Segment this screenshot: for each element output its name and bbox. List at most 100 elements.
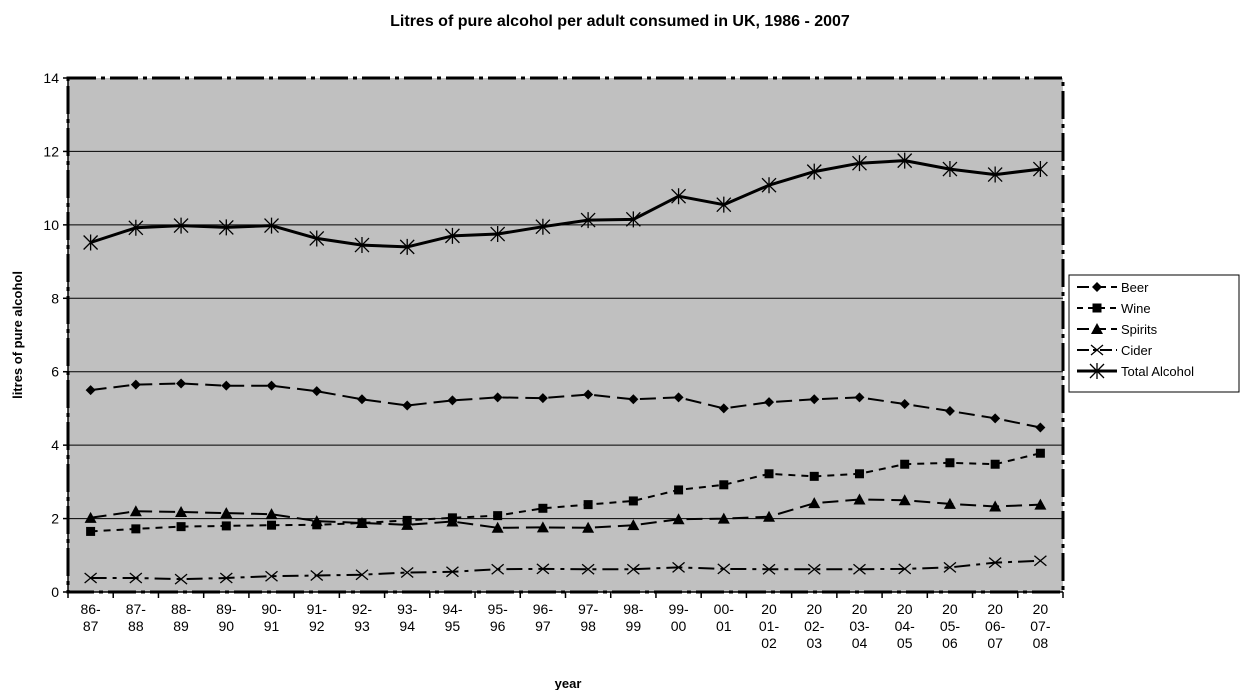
data-point-wine bbox=[267, 520, 277, 530]
data-point-total-alcohol bbox=[625, 211, 641, 228]
data-point-beer bbox=[899, 399, 910, 410]
data-point-total-alcohol bbox=[399, 238, 415, 255]
data-point-total-alcohol bbox=[218, 219, 234, 236]
data-point-cider bbox=[717, 563, 731, 575]
data-point-spirits bbox=[220, 507, 233, 519]
x-tick-label: 94-95 bbox=[442, 601, 463, 634]
data-point-cider bbox=[762, 563, 776, 575]
x-tick-label-line: 20 bbox=[1033, 601, 1049, 617]
data-point-wine bbox=[86, 526, 96, 536]
data-point-beer bbox=[492, 392, 503, 403]
x-tick-label-line: 88- bbox=[171, 601, 192, 617]
x-tick-label-line: 20 bbox=[761, 601, 777, 617]
plot-background bbox=[68, 78, 1063, 592]
x-tick-label-line: 04- bbox=[895, 618, 916, 634]
data-point-wine bbox=[854, 469, 864, 479]
x-tick-label: 93-94 bbox=[397, 601, 418, 634]
x-tick-label-line: 97- bbox=[578, 601, 599, 617]
x-tick-label-line: 01- bbox=[759, 618, 780, 634]
data-point-spirits bbox=[1034, 498, 1047, 510]
data-point-spirits bbox=[175, 505, 188, 517]
x-tick-label: 20 05-06 bbox=[940, 601, 961, 651]
legend-marker-total-alcohol bbox=[1089, 363, 1105, 379]
data-point-wine bbox=[809, 471, 819, 481]
data-point-wine bbox=[538, 503, 548, 513]
data-point-cider bbox=[84, 572, 98, 584]
data-point-wine bbox=[493, 511, 503, 521]
data-point-total-alcohol bbox=[173, 217, 189, 234]
data-point-cider bbox=[174, 573, 188, 585]
x-tick-label-line: 20 bbox=[987, 601, 1003, 617]
data-point-wine bbox=[583, 500, 593, 510]
data-point-total-alcohol bbox=[942, 161, 958, 178]
x-tick-label-line: 92 bbox=[309, 618, 325, 634]
x-tick-label-line: 94 bbox=[399, 618, 415, 634]
data-point-beer bbox=[764, 397, 775, 408]
data-point-spirits bbox=[989, 500, 1002, 512]
legend-marker-beer bbox=[1092, 282, 1102, 292]
x-tick-label-line: 87- bbox=[126, 601, 147, 617]
x-tick-label-line: 03 bbox=[806, 635, 822, 651]
legend-marker-cider bbox=[1090, 344, 1104, 356]
data-point-total-alcohol bbox=[444, 227, 460, 244]
data-point-cider bbox=[219, 572, 233, 584]
data-point-beer bbox=[402, 400, 413, 411]
x-tick-label-line: 04 bbox=[852, 635, 868, 651]
data-point-wine bbox=[900, 459, 910, 469]
data-point-total-alcohol bbox=[1032, 161, 1048, 178]
x-tick-label-line: 90 bbox=[219, 618, 235, 634]
data-point-beer bbox=[311, 386, 322, 397]
x-tick-label-line: 93- bbox=[397, 601, 418, 617]
x-tick-label-line: 95- bbox=[488, 601, 509, 617]
y-tick-label: 14 bbox=[43, 70, 59, 86]
series-line-spirits bbox=[90, 498, 1041, 529]
y-tick-label: 2 bbox=[51, 511, 59, 527]
x-tick-label-line: 01 bbox=[716, 618, 732, 634]
x-tick-label-line: 07- bbox=[1030, 618, 1051, 634]
data-point-cider bbox=[265, 570, 278, 582]
data-point-beer bbox=[356, 394, 367, 405]
data-point-spirits bbox=[84, 511, 97, 523]
data-point-total-alcohol bbox=[716, 196, 732, 213]
data-point-total-alcohol bbox=[128, 219, 144, 236]
x-tick-label: 98-99 bbox=[623, 601, 644, 634]
data-point-spirits bbox=[943, 497, 956, 509]
data-point-cider bbox=[672, 561, 685, 573]
series-total-alcohol bbox=[83, 152, 1048, 255]
x-tick-label-line: 96 bbox=[490, 618, 506, 634]
x-tick-label-line: 20 bbox=[806, 601, 822, 617]
data-point-beer bbox=[447, 395, 458, 406]
x-tick-label: 00-01 bbox=[714, 601, 735, 634]
x-tick-label-line: 96- bbox=[533, 601, 554, 617]
data-point-spirits bbox=[627, 519, 640, 531]
data-point-beer bbox=[990, 413, 1001, 424]
x-tick-label: 95-96 bbox=[488, 601, 509, 634]
data-point-beer bbox=[628, 394, 639, 405]
x-tick-label: 99-00 bbox=[668, 601, 689, 634]
x-tick-label: 90-91 bbox=[261, 601, 282, 634]
x-tick-label-line: 02 bbox=[761, 635, 777, 651]
data-point-total-alcohol bbox=[354, 237, 370, 254]
series-spirits bbox=[84, 493, 1047, 533]
data-point-beer bbox=[673, 392, 684, 403]
data-point-total-alcohol bbox=[309, 230, 325, 247]
y-tick-label: 8 bbox=[51, 290, 59, 306]
data-point-spirits bbox=[582, 521, 595, 533]
data-point-beer bbox=[221, 380, 232, 391]
legend: Beer Wine Spirits Cider Total Alcohol bbox=[1068, 274, 1240, 393]
x-tick-label-line: 99- bbox=[668, 601, 689, 617]
data-point-wine bbox=[176, 522, 186, 532]
data-point-spirits bbox=[898, 494, 911, 506]
data-point-wine bbox=[674, 485, 684, 495]
x-tick-label-line: 20 bbox=[942, 601, 958, 617]
data-point-beer bbox=[718, 403, 729, 414]
data-point-cider bbox=[310, 569, 324, 581]
x-tick-label: 20 03-04 bbox=[849, 601, 870, 651]
data-point-total-alcohol bbox=[83, 234, 99, 251]
data-point-wine bbox=[131, 524, 141, 534]
x-tick-label-line: 20 bbox=[897, 601, 913, 617]
x-tick-label-line: 20 bbox=[852, 601, 868, 617]
data-point-spirits bbox=[808, 497, 821, 509]
